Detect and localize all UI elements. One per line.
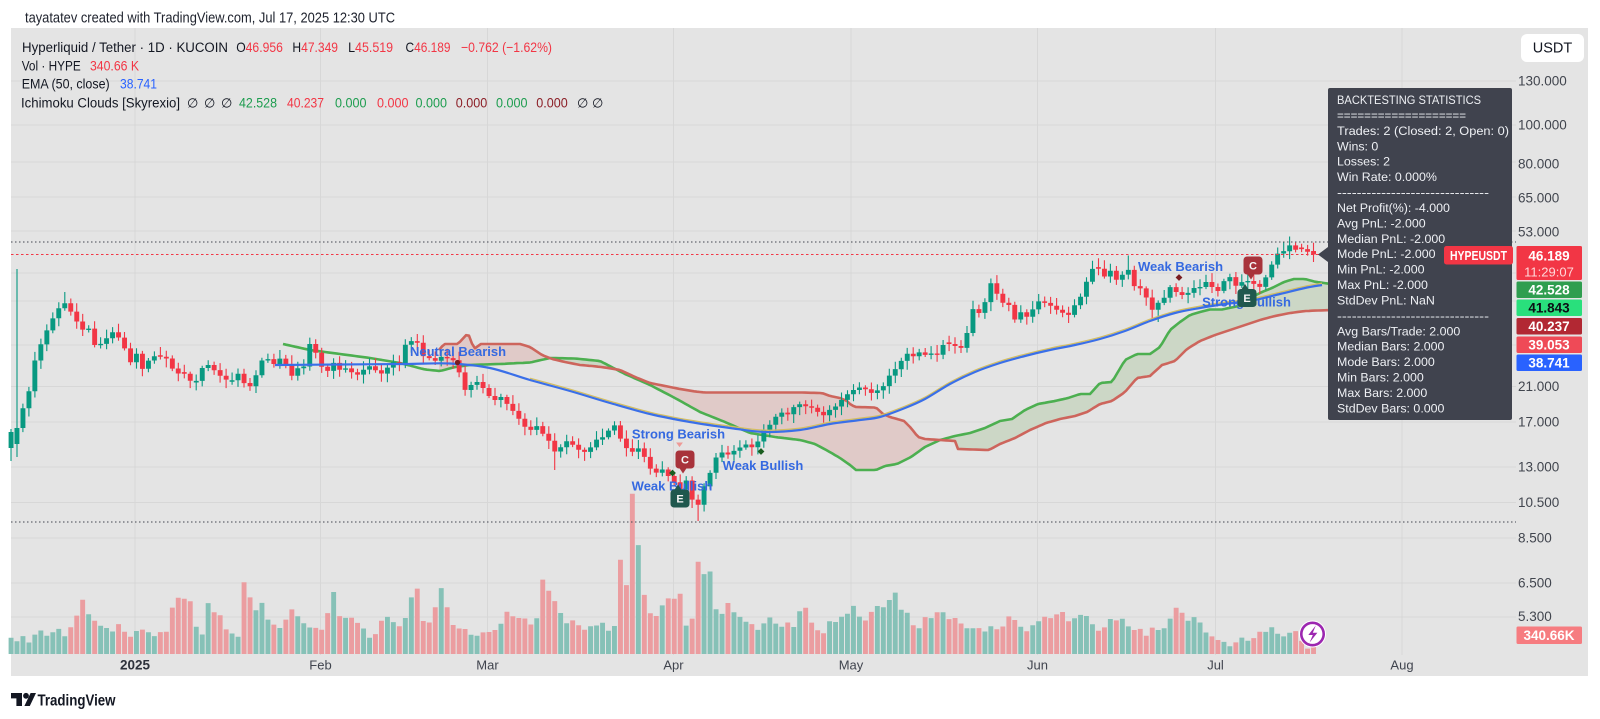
svg-text:StdDev PnL: NaN: StdDev PnL: NaN — [1337, 294, 1435, 308]
svg-text:Min Bars: 2.000: Min Bars: 2.000 — [1337, 371, 1424, 385]
svg-text:Max Bars: 2.000: Max Bars: 2.000 — [1337, 386, 1427, 400]
svg-text:40.237: 40.237 — [1528, 319, 1569, 334]
svg-text:8.500: 8.500 — [1518, 531, 1552, 546]
svg-text:0.000: 0.000 — [496, 96, 528, 111]
svg-text:0.000: 0.000 — [536, 96, 568, 111]
svg-text:100.000: 100.000 — [1518, 118, 1567, 133]
svg-text:Min PnL: -2.000: Min PnL: -2.000 — [1337, 263, 1425, 277]
svg-text:Avg PnL: -2.000: Avg PnL: -2.000 — [1337, 216, 1426, 230]
svg-text:42.528: 42.528 — [239, 96, 277, 111]
svg-text:∅: ∅ — [577, 96, 588, 111]
svg-text:------------------------------: ------------------------------- — [1337, 309, 1489, 323]
svg-text:38.741: 38.741 — [120, 77, 157, 92]
svg-text:Mode Bars: 2.000: Mode Bars: 2.000 — [1337, 355, 1435, 369]
svg-text:------------------------------: ------------------------------- — [1337, 186, 1489, 200]
svg-text:5.300: 5.300 — [1518, 609, 1552, 624]
svg-text:Wins: 0: Wins: 0 — [1337, 139, 1378, 153]
svg-text:USDT: USDT — [1533, 41, 1573, 57]
svg-text:340.66K: 340.66K — [1523, 628, 1574, 643]
svg-text:39.053: 39.053 — [1528, 337, 1570, 352]
svg-text:Hyperliquid / Tether · 1D · KU: Hyperliquid / Tether · 1D · KUCOIN — [22, 40, 228, 56]
svg-text:40.237: 40.237 — [287, 96, 324, 111]
svg-text:Jun: Jun — [1027, 658, 1048, 673]
svg-text:Losses: 2: Losses: 2 — [1337, 155, 1390, 169]
svg-text:Median PnL: -2.000: Median PnL: -2.000 — [1337, 232, 1445, 246]
svg-text:11:29:07: 11:29:07 — [1524, 264, 1574, 279]
svg-text:2025: 2025 — [120, 658, 151, 673]
svg-text:C46.189: C46.189 — [406, 39, 451, 55]
svg-text:Feb: Feb — [309, 658, 331, 673]
svg-text:46.189: 46.189 — [1528, 248, 1569, 263]
svg-text:HYPEUSDT: HYPEUSDT — [1450, 249, 1507, 263]
svg-text:10.500: 10.500 — [1518, 495, 1559, 510]
svg-text:17.000: 17.000 — [1518, 415, 1559, 430]
svg-text:May: May — [839, 658, 864, 673]
svg-text:O46.956: O46.956 — [236, 39, 283, 55]
svg-text:80.000: 80.000 — [1518, 157, 1559, 172]
svg-text:Avg Bars/Trade: 2.000: Avg Bars/Trade: 2.000 — [1337, 324, 1460, 338]
svg-text:∅: ∅ — [221, 96, 232, 111]
svg-text:38.741: 38.741 — [1528, 355, 1570, 370]
svg-text:E: E — [1243, 293, 1250, 305]
svg-text:130.000: 130.000 — [1518, 74, 1567, 89]
svg-text:===================: =================== — [1337, 108, 1466, 122]
svg-text:Mar: Mar — [476, 658, 499, 673]
svg-text:tayatatev created with Trading: tayatatev created with TradingView.com, … — [25, 10, 395, 27]
svg-text:41.843: 41.843 — [1528, 300, 1570, 315]
svg-text:0.000: 0.000 — [416, 96, 448, 111]
svg-text:C: C — [1249, 261, 1257, 273]
svg-text:53.000: 53.000 — [1518, 225, 1559, 240]
svg-text:Weak Bearish: Weak Bearish — [1138, 259, 1223, 274]
svg-text:Net Profit(%): -4.000: Net Profit(%): -4.000 — [1337, 201, 1450, 215]
svg-text:−0.762 (−1.62%): −0.762 (−1.62%) — [461, 39, 552, 55]
svg-text:Median Bars: 2.000: Median Bars: 2.000 — [1337, 340, 1445, 354]
svg-text:EMA (50, close): EMA (50, close) — [22, 77, 110, 92]
svg-text:Weak Bullish: Weak Bullish — [723, 458, 804, 473]
svg-text:6.500: 6.500 — [1518, 576, 1552, 591]
svg-text:TradingView: TradingView — [38, 693, 117, 710]
svg-text:Trades: 2 (Closed: 2, Open: 0): Trades: 2 (Closed: 2, Open: 0) — [1337, 124, 1509, 138]
svg-text:42.528: 42.528 — [1528, 282, 1570, 297]
svg-text:Apr: Apr — [663, 658, 684, 673]
svg-text:Jul: Jul — [1207, 658, 1224, 673]
svg-text:H47.349: H47.349 — [292, 39, 338, 55]
svg-text:StdDev Bars: 0.000: StdDev Bars: 0.000 — [1337, 401, 1445, 415]
svg-text:13.000: 13.000 — [1518, 460, 1559, 475]
svg-text:Ichimoku Clouds [Skyrexio]: Ichimoku Clouds [Skyrexio] — [21, 96, 180, 111]
svg-text:Weak Bullish: Weak Bullish — [632, 479, 713, 494]
svg-text:65.000: 65.000 — [1518, 191, 1559, 206]
svg-text:Strong Bearish: Strong Bearish — [632, 427, 725, 442]
svg-text:Neutral Bearish: Neutral Bearish — [410, 344, 506, 359]
svg-text:21.000: 21.000 — [1518, 379, 1559, 394]
svg-text:BACKTESTING STATISTICS: BACKTESTING STATISTICS — [1337, 93, 1481, 107]
svg-text:0.000: 0.000 — [456, 96, 488, 111]
svg-text:Aug: Aug — [1390, 658, 1413, 673]
svg-text:0.000: 0.000 — [335, 96, 367, 111]
svg-text:∅: ∅ — [592, 96, 603, 111]
svg-text:∅: ∅ — [204, 96, 215, 111]
svg-text:340.66 K: 340.66 K — [90, 59, 139, 74]
svg-text:0.000: 0.000 — [377, 96, 409, 111]
svg-text:C: C — [681, 455, 689, 467]
svg-text:Win Rate: 0.000%: Win Rate: 0.000% — [1337, 170, 1437, 184]
svg-text:Max PnL: -2.000: Max PnL: -2.000 — [1337, 278, 1428, 292]
svg-text:E: E — [676, 494, 683, 506]
svg-text:Vol · HYPE: Vol · HYPE — [22, 59, 81, 74]
svg-text:Mode PnL: -2.000: Mode PnL: -2.000 — [1337, 247, 1436, 261]
svg-text:∅: ∅ — [187, 96, 198, 111]
svg-text:L45.519: L45.519 — [348, 39, 393, 55]
